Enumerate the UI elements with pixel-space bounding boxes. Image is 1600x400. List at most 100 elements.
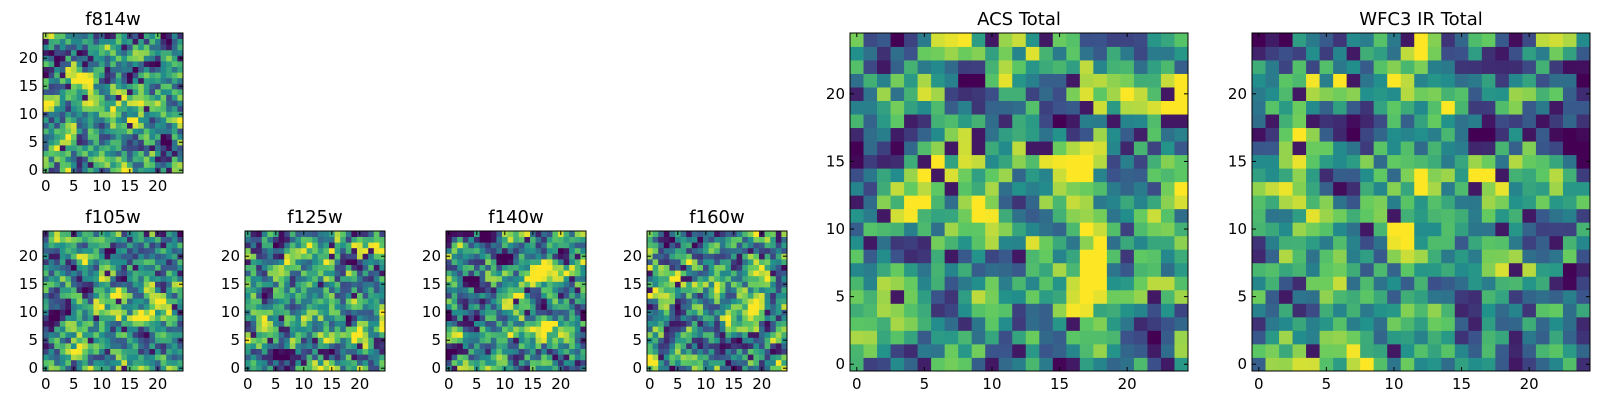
heatmap-cell (1400, 141, 1415, 156)
heatmap-cell (306, 315, 313, 321)
heatmap-cell (54, 161, 61, 168)
heatmap-cell (93, 242, 100, 249)
heatmap-cell (245, 270, 251, 277)
heatmap-cell (1373, 289, 1388, 304)
heatmap-cell (563, 348, 570, 355)
heatmap-cell (462, 320, 469, 327)
heatmap-cell (362, 326, 369, 333)
heatmap-cell (43, 303, 49, 310)
heatmap-cell (1106, 33, 1121, 47)
heatmap-cell (552, 320, 559, 327)
heatmap-cell (1147, 114, 1162, 129)
heatmap-cell (1306, 330, 1320, 345)
heatmap-cell (138, 348, 145, 355)
heatmap-cell (1387, 141, 1402, 156)
heatmap-cell (143, 150, 150, 157)
heatmap-cell (574, 247, 581, 254)
heatmap-cell (985, 249, 1000, 264)
heatmap-cell (1400, 195, 1415, 210)
heatmap-cell (850, 276, 864, 291)
heatmap-cell (177, 38, 184, 45)
heatmap-cell (1147, 343, 1162, 358)
heatmap-cell (166, 83, 173, 90)
heatmap-cell (261, 359, 268, 366)
heatmap-cell (1508, 33, 1523, 47)
heatmap-cell (764, 320, 771, 327)
heatmap-cell (703, 359, 709, 366)
heatmap-cell (160, 359, 167, 366)
heatmap-cell (357, 292, 363, 299)
heatmap-cell (82, 38, 89, 45)
heatmap-cell (1306, 60, 1320, 74)
heatmap-cell (1414, 222, 1429, 237)
heatmap-cell (171, 331, 178, 338)
heatmap-cell (1120, 33, 1135, 47)
heatmap-cell (652, 275, 659, 282)
heatmap-cell (127, 94, 133, 101)
heatmap-cell (160, 292, 167, 299)
heatmap-cell (132, 303, 139, 310)
heatmap-cell (998, 141, 1013, 156)
heatmap-cell (368, 253, 375, 260)
heatmap-cell (1495, 127, 1510, 142)
heatmap-cell (747, 247, 754, 254)
heatmap-cell (1481, 195, 1496, 210)
heatmap-cell (775, 231, 782, 237)
heatmap-cell (115, 44, 122, 51)
heatmap-cell (507, 309, 514, 316)
heatmap-cell (474, 270, 480, 277)
heatmap-cell (580, 236, 587, 243)
heatmap-cell (82, 292, 89, 299)
heatmap-cell (479, 315, 486, 321)
heatmap-cell (490, 320, 497, 327)
heatmap-cell (1562, 33, 1577, 47)
heatmap-cell (691, 365, 698, 372)
heatmap-cell (530, 354, 536, 361)
heatmap-cell (82, 331, 89, 338)
heatmap-cell (535, 331, 542, 338)
heatmap-cell (518, 242, 525, 249)
heatmap-cell (998, 289, 1013, 304)
heatmap-cell (462, 348, 469, 355)
heatmap-cell (1508, 168, 1523, 183)
heatmap-cell (368, 359, 375, 366)
heatmap-cell (323, 298, 330, 305)
heatmap-cell (171, 270, 178, 277)
heatmap-cell (245, 264, 251, 271)
heatmap-cell (719, 298, 726, 305)
heatmap-cell (530, 348, 536, 355)
heatmap-cell (149, 89, 156, 95)
heatmap-cell (518, 247, 525, 254)
heatmap-cell (1106, 100, 1121, 115)
heatmap-cell (652, 315, 659, 321)
heatmap-cell (149, 281, 156, 288)
heatmap-cell (104, 44, 111, 51)
heatmap-cell (149, 231, 156, 237)
heatmap-cell (138, 343, 145, 349)
heatmap-cell (306, 270, 313, 277)
heatmap-cell (132, 139, 139, 146)
heatmap-cell (770, 343, 777, 349)
heatmap-cell (99, 66, 105, 73)
heatmap-cell (110, 315, 117, 321)
heatmap-cell (535, 281, 542, 288)
x-tick-label: 20 (1118, 375, 1137, 393)
heatmap-cell (267, 264, 274, 271)
heatmap-cell (462, 359, 469, 366)
heatmap-cell (1106, 127, 1121, 142)
heatmap-cell (48, 167, 55, 174)
heatmap-cell (1292, 87, 1307, 101)
heatmap-cell (93, 309, 100, 316)
heatmap-cell (76, 72, 83, 79)
heatmap-cell (295, 253, 302, 260)
heatmap-cell (1549, 276, 1564, 291)
heatmap-cell (524, 247, 531, 254)
heatmap-cell (958, 100, 973, 115)
heatmap-cell (261, 303, 268, 310)
heatmap-cell (1360, 168, 1375, 183)
heatmap-cell (256, 264, 263, 271)
heatmap-cell (569, 348, 576, 355)
heatmap-cell (1535, 154, 1550, 169)
heatmap-cell (1306, 316, 1320, 331)
heatmap-cell (530, 315, 536, 321)
